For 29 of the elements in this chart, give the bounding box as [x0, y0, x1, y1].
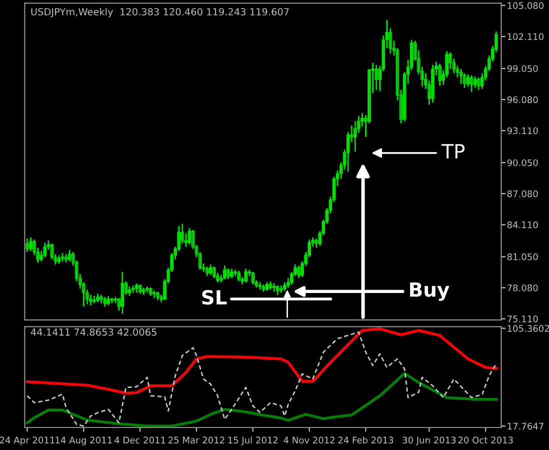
annotation: Buy: [410, 282, 450, 301]
y-tick-label: 93.110: [507, 127, 538, 134]
annotation: TP: [442, 144, 465, 158]
x-tick-label: 25 Mar 2012: [168, 436, 224, 444]
y-tick-label: 99.050: [507, 65, 538, 72]
x-tick-label: 30 Jun 2013: [402, 436, 456, 446]
y-tick-label: 90.050: [507, 159, 538, 166]
chart-title: USDJPYm,Weekly 120.383 120.460 119.243 119.607: [31, 8, 289, 18]
x-tick-label: 20 Oct 2013: [458, 436, 513, 444]
y-tick-label: 78.080: [508, 284, 538, 292]
x-tick-label: 15 Jul 2012: [228, 436, 278, 446]
x-tick-label: 4 Nov 2012: [284, 436, 334, 444]
annotation: SL: [202, 290, 227, 305]
x-tick-label: 24 Apr 2011: [0, 436, 54, 446]
y-tick-label: 105.3602: [508, 325, 549, 332]
y-tick-label: 75.110: [508, 316, 538, 322]
line-series: [26, 372, 498, 428]
y-tick-label: 84.110: [507, 221, 538, 228]
chart-title: 44.1411 74.8653 42.0065: [30, 328, 156, 336]
x-tick-label: 14 Aug 2011: [56, 436, 112, 446]
y-tick-label: 102.110: [508, 33, 544, 40]
y-tick-label: 87.080: [507, 190, 538, 198]
y-tick-label: 96.080: [507, 96, 538, 104]
line-series: [26, 327, 498, 395]
y-tick-label: 105.080: [508, 2, 544, 10]
x-tick-label: 4 Dec 2011: [114, 436, 166, 444]
y-tick-label: 17.7647: [508, 422, 544, 430]
x-tick-label: 24 Feb 2013: [338, 436, 394, 444]
y-tick-label: 81.050: [507, 253, 538, 260]
